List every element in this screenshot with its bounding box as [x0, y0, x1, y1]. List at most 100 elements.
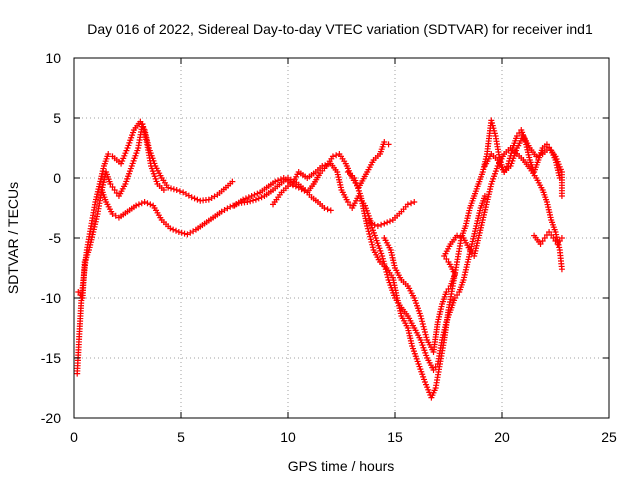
- x-axis-label: GPS time / hours: [288, 458, 395, 474]
- data-point: [244, 199, 251, 205]
- chart-title: Day 016 of 2022, Sidereal Day-to-day VTE…: [87, 21, 593, 37]
- data-point: [141, 199, 148, 205]
- data-point: [382, 263, 389, 270]
- data-point: [272, 178, 279, 185]
- data-point: [411, 199, 418, 205]
- data-point: [194, 196, 201, 203]
- data-point: [252, 196, 259, 203]
- data-point: [292, 183, 299, 190]
- data-point: [170, 186, 177, 193]
- data-point: [248, 193, 255, 199]
- data-point: [366, 231, 373, 237]
- data-point: [423, 334, 430, 341]
- data-point: [379, 255, 386, 262]
- data-point: [229, 178, 236, 185]
- data-point: [247, 198, 254, 205]
- y-tick-label: -20: [41, 410, 61, 426]
- data-point: [536, 152, 543, 159]
- data-point: [374, 223, 381, 229]
- data-point: [289, 182, 296, 189]
- data-point: [384, 271, 391, 278]
- data-point: [170, 226, 177, 233]
- data-point: [324, 206, 331, 213]
- data-point: [419, 321, 426, 327]
- data-point: [135, 201, 142, 208]
- data-point: [254, 190, 261, 197]
- data-point: [245, 194, 252, 201]
- data-point: [138, 200, 145, 207]
- y-tick-label: 0: [53, 170, 61, 186]
- data-point: [250, 197, 257, 204]
- data-point: [365, 228, 372, 235]
- y-tick-label: -15: [41, 350, 61, 366]
- data-point: [368, 239, 375, 245]
- x-tick-label: 10: [280, 429, 296, 445]
- data-point: [381, 220, 388, 227]
- data-point: [384, 219, 391, 226]
- data-point: [188, 194, 195, 201]
- data-point: [173, 227, 180, 234]
- data-point: [168, 185, 175, 192]
- data-point: [379, 253, 386, 259]
- data-point: [419, 318, 426, 325]
- data-point: [454, 232, 461, 239]
- data-point: [176, 188, 183, 195]
- data-point: [404, 201, 411, 208]
- axis-ticks: 0 5 10 15 20 25 -20 -15 -10 -5 0 5 10: [41, 50, 617, 445]
- data-point: [558, 266, 565, 273]
- y-axis-label: SDTVAR / TECUs: [5, 182, 21, 294]
- x-tick-label: 5: [177, 429, 185, 445]
- data-point: [421, 329, 428, 335]
- data-point: [175, 229, 182, 235]
- y-tick-label: 10: [45, 50, 61, 66]
- data-point: [382, 266, 389, 273]
- data-point: [421, 326, 428, 333]
- data-point: [369, 244, 376, 251]
- data-point: [457, 233, 464, 240]
- data-point: [385, 141, 392, 148]
- data-point: [178, 229, 185, 236]
- data-point: [329, 153, 336, 160]
- data-point: [383, 269, 390, 275]
- data-point: [227, 203, 234, 210]
- data-point: [369, 241, 376, 248]
- data-point: [173, 187, 180, 193]
- data-point: [321, 205, 328, 211]
- data-point: [408, 200, 415, 207]
- y-tick-label: 5: [53, 110, 61, 126]
- data-point: [420, 323, 427, 330]
- data-point: [422, 331, 429, 338]
- data-point: [378, 221, 385, 228]
- x-tick-label: 20: [494, 429, 510, 445]
- data-point: [251, 191, 258, 198]
- data-point: [181, 230, 188, 237]
- data-point: [240, 196, 247, 203]
- data-point: [191, 195, 198, 202]
- x-tick-label: 15: [387, 429, 403, 445]
- data-point: [160, 187, 167, 193]
- grid-lines: [74, 58, 609, 418]
- data-point: [258, 194, 265, 201]
- data-point: [533, 153, 540, 160]
- data-point: [364, 225, 371, 232]
- x-tick-label: 0: [70, 429, 78, 445]
- data-point: [333, 152, 340, 159]
- data-point: [481, 193, 488, 199]
- data-point: [109, 211, 116, 217]
- data-point: [112, 212, 119, 219]
- y-tick-label: -5: [49, 230, 62, 246]
- data-point: [384, 274, 391, 281]
- data-point: [381, 139, 388, 145]
- data-point: [367, 233, 374, 240]
- data-point: [275, 177, 282, 184]
- y-tick-label: -10: [41, 290, 61, 306]
- data-point: [255, 195, 262, 202]
- data-point: [287, 181, 294, 187]
- data-point: [387, 218, 394, 225]
- data-point: [418, 315, 425, 322]
- data-point: [381, 261, 388, 267]
- data-point: [558, 193, 565, 199]
- data-point: [327, 207, 334, 214]
- data-point: [367, 236, 374, 243]
